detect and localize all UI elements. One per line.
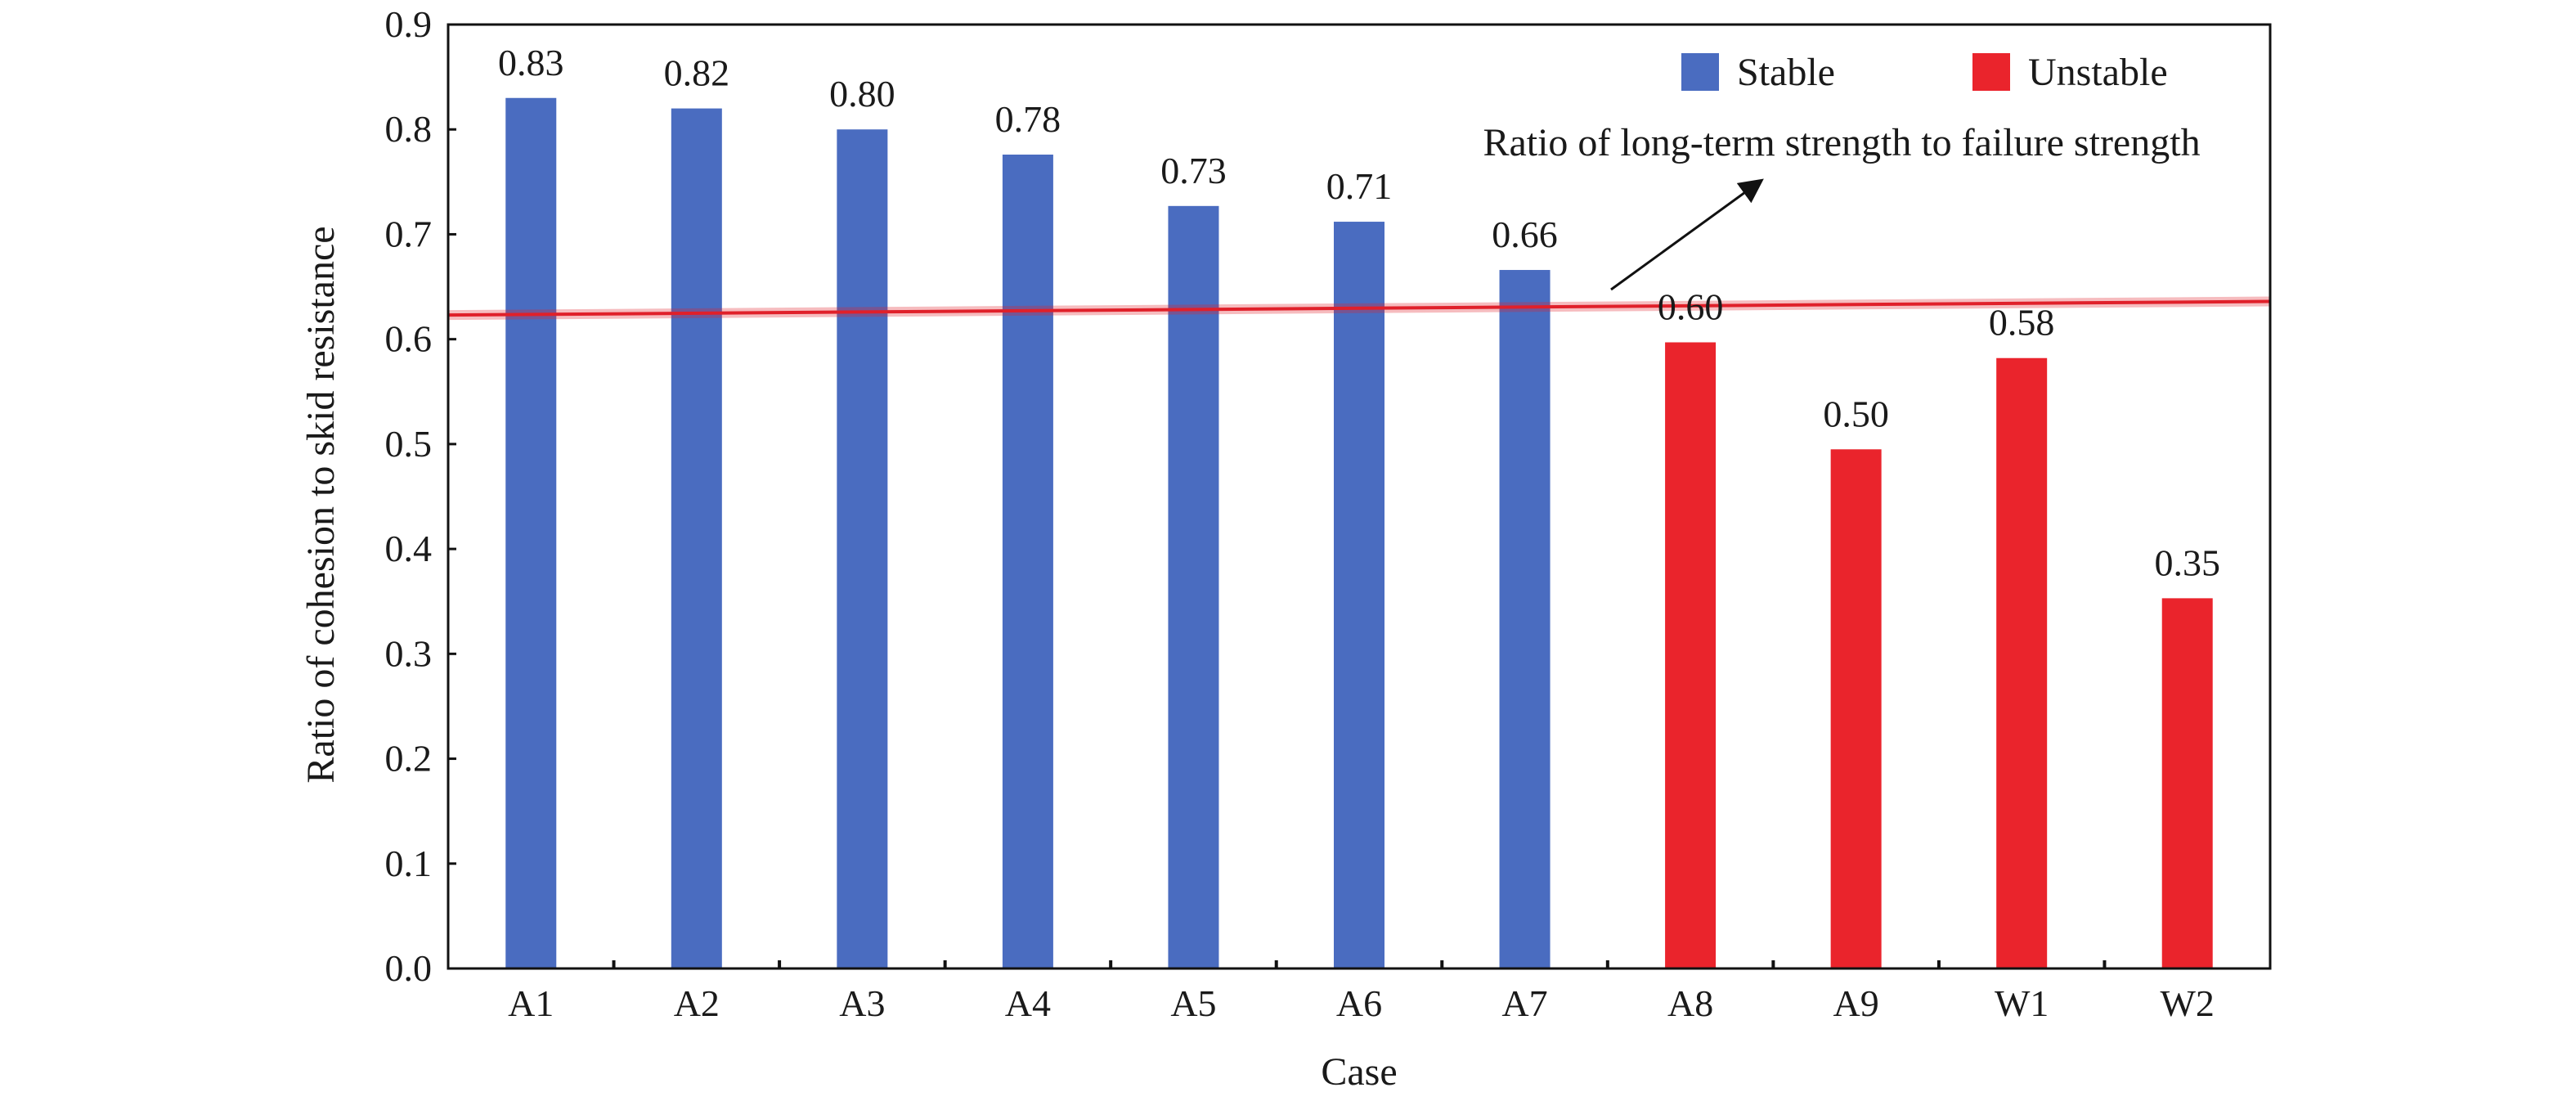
x-tick-label: A5 (1170, 982, 1216, 1024)
x-tick-label: A7 (1501, 982, 1547, 1024)
bar-a3 (837, 129, 888, 969)
bar-value-label: 0.35 (2154, 542, 2220, 583)
bar-value-label: 0.78 (995, 98, 1061, 140)
bar-a1 (505, 97, 557, 968)
x-tick-label: A2 (674, 982, 720, 1024)
reference-line-label: Ratio of long-term strength to failure s… (1483, 121, 2200, 164)
bars-layer (505, 97, 2213, 969)
x-tick-label: W2 (2161, 982, 2215, 1024)
bar-w1 (1996, 357, 2048, 968)
x-tick-label: W1 (1995, 982, 2049, 1024)
y-tick-label: 0.6 (385, 318, 433, 360)
x-tick-label: A8 (1667, 982, 1713, 1024)
legend-swatch-stable (1681, 53, 1719, 91)
annotation-arrow (1610, 178, 1764, 291)
x-axis: A1 A2 A3 A4 A5 A6 A7 A8 A9 W1 W2 (508, 960, 2215, 1024)
bar-a2 (671, 108, 722, 969)
reference-line (447, 299, 2271, 317)
x-tick-label: A1 (508, 982, 554, 1024)
y-tick-label: 0.1 (385, 843, 433, 884)
x-tick-label: A9 (1833, 982, 1879, 1024)
bar-value-label: 0.71 (1326, 165, 1393, 207)
y-tick-label: 0.7 (385, 213, 433, 254)
bar-a7 (1499, 270, 1551, 968)
bar-a8 (1665, 342, 1717, 969)
bar-w2 (2161, 598, 2213, 968)
legend-label: Unstable (2028, 51, 2168, 94)
bar-a5 (1168, 205, 1219, 968)
bar-value-label: 0.60 (1658, 286, 1724, 328)
bar-value-label: 0.83 (498, 42, 564, 83)
y-axis-title: Ratio of cohesion to skid resistance (299, 226, 343, 783)
bar-value-label: 0.50 (1823, 393, 1889, 434)
reference-line-layer (447, 296, 2271, 321)
y-tick-label: 0.3 (385, 632, 433, 674)
bar-value-label: 0.66 (1492, 213, 1558, 255)
legend-label: Stable (1737, 51, 1835, 94)
bar-value-label: 0.73 (1160, 150, 1227, 191)
plot-frame (447, 23, 2272, 970)
annotation: Ratio of long-term strength to failure s… (1483, 121, 2201, 291)
bar-value-labels: 0.83 0.82 0.80 0.78 0.73 0.71 0.66 0.60 0.50 0.58… (498, 42, 2220, 584)
bar-a4 (1002, 154, 1053, 969)
x-tick-label: A4 (1005, 982, 1051, 1024)
legend-swatch-unstable (1972, 53, 2010, 91)
y-tick-label: 0.2 (385, 738, 433, 780)
bar-value-label: 0.58 (1989, 302, 2055, 344)
y-tick-label: 0.4 (385, 528, 433, 569)
y-tick-label: 0.0 (385, 947, 433, 989)
bar-value-label: 0.80 (829, 73, 895, 115)
bar-a9 (1830, 449, 1882, 968)
y-axis: 0.0 0.1 0.2 0.3 0.4 0.5 0.6 0.7 0.8 0.9 (385, 3, 456, 989)
legend: Stable Unstable (1681, 51, 2168, 94)
bar-a6 (1334, 222, 1384, 969)
x-tick-label: A3 (839, 982, 885, 1024)
x-axis-title: Case (1321, 1050, 1397, 1094)
y-tick-label: 0.8 (385, 108, 433, 150)
bar-value-label: 0.82 (664, 52, 730, 94)
y-tick-label: 0.9 (385, 3, 433, 45)
x-tick-label: A6 (1336, 982, 1382, 1024)
y-tick-label: 0.5 (385, 423, 433, 465)
